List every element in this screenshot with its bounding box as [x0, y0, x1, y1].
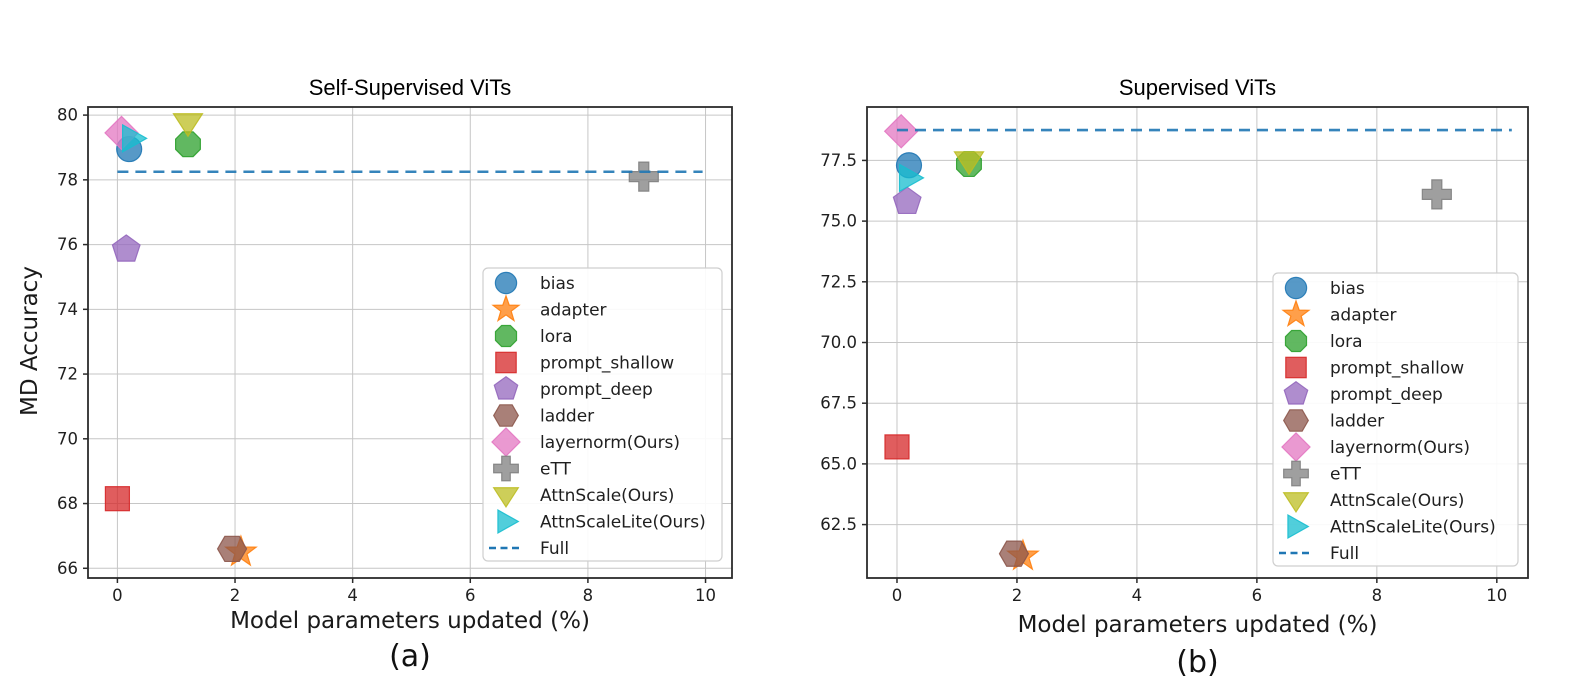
axes-spines	[87, 106, 733, 579]
legend-label-ett: eTT	[1330, 465, 1362, 485]
legend-label-attnscale-ours: AttnScale(Ours)	[1330, 491, 1464, 511]
y-tick-label: 77.5	[820, 151, 857, 170]
x-axis-label-left: Model parameters updated (%)	[230, 608, 590, 634]
y-tick-label: 80	[57, 106, 78, 125]
y-tick-label: 78	[57, 170, 78, 189]
legend-marker-attnscale-ours	[1282, 492, 1310, 514]
legend-label-lora: lora	[1330, 332, 1363, 352]
marker-ett	[628, 161, 659, 192]
legend: bias adapter lora prompt_shallow prompt_deep…	[482, 267, 723, 562]
y-tick-label: 62.5	[820, 515, 857, 534]
subplot-a: 0 2 4 6 8 106668707274767880biasadapterlorapr…	[57, 106, 733, 605]
legend: bias adapter lora prompt_shallow prompt_deep…	[1272, 272, 1519, 567]
legend-marker-prompt-deep	[493, 375, 519, 400]
legend-label-prompt-deep: prompt_deep	[1330, 385, 1443, 405]
marker-ett	[1421, 179, 1452, 210]
legend-marker-attnscale-ours	[492, 487, 520, 509]
legend-label-attnscalelite-ours: AttnScaleLite(Ours)	[1330, 518, 1496, 538]
marker-ladder	[216, 535, 248, 563]
subfigure-caption-a: (a)	[389, 639, 431, 674]
x-tick-label: 10	[1486, 586, 1507, 605]
legend-label-lora: lora	[540, 327, 573, 347]
legend-marker-prompt-deep	[1283, 380, 1309, 405]
chart-title-right: Supervised ViTs	[1118, 75, 1277, 100]
x-tick-label: 10	[695, 586, 716, 605]
legend-marker-adapter	[1281, 299, 1311, 327]
legend-marker-ett	[1283, 460, 1309, 487]
x-tick-label: 2	[1012, 586, 1023, 605]
y-tick-label: 66	[57, 559, 78, 578]
chart-title-left: Self-Supervised ViTs	[308, 75, 512, 100]
x-tick-label: 6	[465, 586, 476, 605]
legend-marker-ladder	[1282, 409, 1310, 432]
marker-prompt-deep	[892, 186, 922, 215]
marker-ladder	[998, 540, 1030, 567]
y-tick-label: 72	[57, 365, 78, 384]
legend-marker-lora	[1284, 329, 1308, 353]
subplot-b: 0 2 4 6 8 10 62.5 65.0 67.5 70.0 72.5 75.0 77.5 bias a…	[820, 106, 1529, 605]
legend-label-bias: bias	[540, 274, 575, 294]
x-axis-label-right: Model parameters updated (%)	[1017, 612, 1378, 638]
marker-prompt-deep	[111, 234, 141, 262]
legend-marker-lora	[494, 324, 518, 348]
legend-label-ladder: ladder	[540, 407, 594, 427]
legend-marker-attnscalelite-ours	[497, 508, 520, 535]
marker-prompt-shallow	[104, 486, 131, 512]
legend-marker-ett	[493, 455, 519, 482]
legend-label-adapter: adapter	[540, 301, 607, 321]
legend-marker-ladder	[492, 404, 520, 427]
legend-box	[1272, 272, 1519, 567]
legend-label-prompt-shallow: prompt_shallow	[540, 354, 674, 374]
y-tick-label: 70	[57, 429, 78, 448]
legend-label-full: Full	[1330, 544, 1359, 564]
legend-marker-attnscalelite-ours	[1287, 513, 1310, 540]
y-tick-label: 70.0	[820, 333, 857, 352]
legend-marker-prompt-shallow	[1285, 356, 1307, 379]
x-tick-label: 8	[1372, 586, 1383, 605]
legend-label-full: Full	[540, 539, 569, 559]
legend-label-ett: eTT	[540, 460, 572, 480]
legend-label-prompt-shallow: prompt_shallow	[1330, 359, 1464, 379]
y-tick-label: 65.0	[820, 454, 857, 473]
legend-label-layernorm-ours: layernorm(Ours)	[540, 433, 680, 453]
x-tick-label: 2	[230, 586, 241, 605]
y-tick-label: 76	[57, 235, 78, 254]
y-tick-label: 74	[57, 300, 78, 319]
legend-label-adapter: adapter	[1330, 306, 1397, 326]
y-tick-label: 75.0	[820, 212, 857, 231]
marker-attnscale-ours	[953, 151, 985, 176]
x-tick-label: 4	[1132, 586, 1143, 605]
legend-label-layernorm-ours: layernorm(Ours)	[1330, 438, 1470, 458]
legend-marker-bias	[494, 271, 518, 295]
y-tick-label: 72.5	[820, 272, 857, 291]
legend-label-bias: bias	[1330, 279, 1365, 299]
legend-label-attnscalelite-ours: AttnScaleLite(Ours)	[540, 513, 706, 533]
marker-attnscalelite-ours	[898, 163, 925, 193]
legend-label-attnscale-ours: AttnScale(Ours)	[540, 486, 674, 506]
legend-marker-adapter	[491, 294, 521, 322]
x-tick-label: 0	[112, 586, 123, 605]
x-tick-label: 8	[583, 586, 594, 605]
subfigure-caption-b: (b)	[1176, 645, 1219, 680]
legend-label-prompt-deep: prompt_deep	[540, 380, 653, 400]
legend-marker-prompt-shallow	[495, 351, 517, 374]
legend-box	[482, 267, 723, 562]
marker-prompt-shallow	[884, 434, 910, 460]
x-tick-label: 6	[1252, 586, 1263, 605]
marker-lora	[175, 131, 201, 158]
marker-attnscalelite-ours	[122, 123, 148, 153]
x-tick-label: 0	[892, 586, 903, 605]
y-tick-label: 68	[57, 494, 78, 513]
legend-label-ladder: ladder	[1330, 412, 1384, 432]
x-tick-label: 4	[347, 586, 358, 605]
legend-marker-bias	[1284, 276, 1308, 300]
y-tick-label: 67.5	[820, 394, 857, 413]
marker-attnscale-ours	[172, 113, 204, 138]
